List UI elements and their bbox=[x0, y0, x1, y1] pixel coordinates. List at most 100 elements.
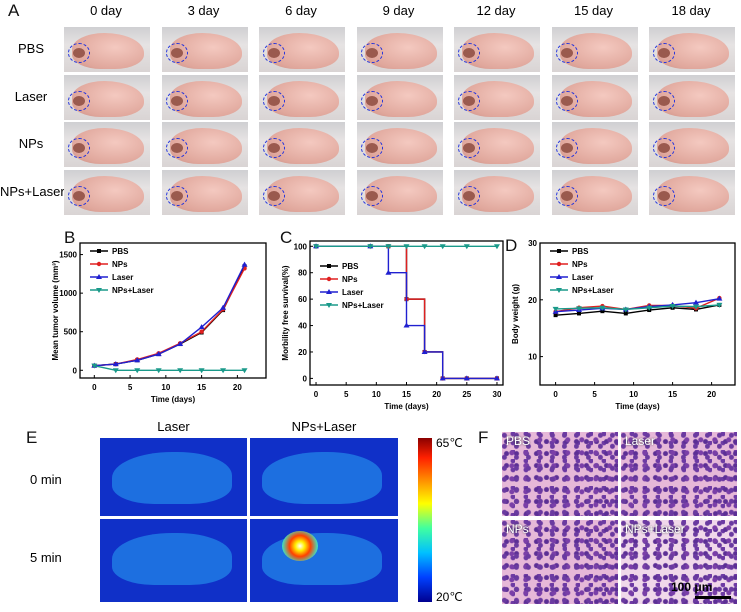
x-axis-label: Time (days) bbox=[615, 402, 660, 411]
x-tick-label: 15 bbox=[402, 390, 411, 399]
data-point bbox=[553, 313, 558, 318]
histology-nps-laser: NPs+Laser 100 μm bbox=[621, 520, 737, 604]
y-tick-label: 1500 bbox=[59, 251, 77, 260]
data-point bbox=[199, 329, 204, 334]
legend-marker bbox=[96, 274, 102, 279]
day-column-header: 3 day bbox=[187, 3, 220, 18]
data-point bbox=[577, 311, 581, 316]
data-point bbox=[421, 244, 428, 250]
tumor-circle bbox=[165, 138, 188, 158]
thermal-col-nps-laser: NPs+Laser bbox=[291, 419, 357, 434]
x-tick-label: 20 bbox=[432, 390, 441, 399]
series-line-pbs bbox=[555, 304, 720, 316]
x-tick-label: 10 bbox=[629, 390, 638, 399]
data-point bbox=[177, 341, 184, 347]
x-tick-label: 5 bbox=[592, 390, 597, 399]
day-column-header: 15 day bbox=[573, 3, 614, 18]
y-tick-label: 1000 bbox=[59, 289, 77, 298]
tumor-circle bbox=[165, 185, 188, 206]
panel-label-e: E bbox=[26, 428, 38, 447]
tumor-circle bbox=[263, 138, 285, 158]
mouse-photo bbox=[551, 169, 638, 215]
tumor-circle bbox=[458, 138, 480, 158]
data-point bbox=[367, 244, 374, 250]
data-point bbox=[463, 375, 470, 381]
legend-marker bbox=[556, 274, 562, 279]
data-point bbox=[463, 244, 470, 250]
x-axis-label: Time (days) bbox=[151, 395, 196, 404]
mouse-photo bbox=[649, 122, 735, 167]
x-tick-label: 30 bbox=[493, 390, 502, 399]
data-point bbox=[241, 261, 248, 267]
tumor-circle bbox=[458, 185, 480, 206]
data-point bbox=[385, 244, 392, 250]
mouse-photo bbox=[259, 74, 345, 120]
tumor-circle bbox=[68, 43, 90, 63]
x-tick-label: 10 bbox=[161, 383, 170, 392]
day-column-header: 6 day bbox=[285, 3, 317, 18]
mouse-photo bbox=[551, 27, 638, 72]
heat-spot bbox=[282, 531, 318, 561]
x-axis-label: Time (days) bbox=[384, 402, 429, 411]
group-row-label: Laser bbox=[14, 88, 48, 104]
legend-marker bbox=[327, 264, 331, 268]
y-tick-label: 60 bbox=[298, 295, 307, 304]
histo-label: Laser bbox=[625, 434, 656, 448]
x-tick-label: 20 bbox=[233, 383, 242, 392]
mouse-photo bbox=[259, 169, 345, 215]
data-point bbox=[576, 306, 582, 312]
data-point bbox=[134, 368, 141, 374]
thermal-row-0min: 0 min bbox=[30, 472, 62, 487]
data-point bbox=[600, 309, 605, 314]
data-point bbox=[622, 307, 629, 313]
data-point bbox=[493, 244, 500, 250]
panel-label-b: B bbox=[64, 228, 76, 247]
mouse-photo bbox=[259, 122, 345, 167]
mouse-photo bbox=[161, 27, 248, 72]
data-point bbox=[693, 304, 699, 310]
group-row-label: NPs+Laser bbox=[0, 183, 65, 199]
y-tick-label: 20 bbox=[528, 296, 537, 305]
tumor-circle bbox=[263, 43, 285, 63]
data-point bbox=[177, 368, 184, 374]
y-tick-label: 500 bbox=[64, 328, 78, 337]
data-point bbox=[220, 304, 227, 310]
tumor-circle bbox=[555, 138, 578, 158]
panel-label-f: F bbox=[478, 428, 489, 447]
data-point bbox=[403, 244, 410, 250]
data-point bbox=[91, 363, 98, 369]
temperature-colorbar bbox=[418, 438, 432, 602]
legend-label: NPs bbox=[342, 275, 358, 284]
mouse-photo bbox=[259, 27, 345, 72]
thermal-row-5min: 5 min bbox=[30, 550, 62, 565]
legend-marker bbox=[97, 249, 101, 253]
scale-bar bbox=[695, 596, 731, 599]
legend-label: Laser bbox=[342, 288, 363, 297]
day-column-header: 12 day bbox=[476, 3, 516, 18]
tumor-circle bbox=[653, 138, 675, 158]
series-line-nps-laser bbox=[94, 364, 245, 371]
mouse-photo bbox=[454, 27, 540, 72]
tumor-circle bbox=[555, 90, 578, 111]
mouse-photo bbox=[649, 74, 735, 120]
mouse-photo bbox=[64, 169, 150, 215]
mouse-photo bbox=[454, 169, 540, 215]
mouse-photo bbox=[64, 27, 150, 72]
tumor-circle bbox=[360, 90, 383, 111]
legend-label: PBS bbox=[572, 247, 589, 256]
data-point bbox=[599, 305, 606, 311]
data-point bbox=[693, 299, 699, 305]
series-line-nps-laser bbox=[555, 304, 720, 311]
tumor-circle bbox=[653, 43, 675, 63]
data-point bbox=[552, 306, 559, 312]
series-line-nps bbox=[94, 268, 246, 367]
x-tick-label: 25 bbox=[462, 390, 471, 399]
x-tick-label: 20 bbox=[707, 390, 716, 399]
tumor-circle bbox=[555, 185, 578, 206]
scale-bar-label: 100 μm bbox=[671, 580, 713, 594]
thermal-image-laser-0min bbox=[100, 438, 247, 516]
y-tick-label: 30 bbox=[528, 239, 537, 248]
mouse-photo bbox=[454, 122, 540, 167]
panel-label-c: C bbox=[280, 228, 293, 247]
